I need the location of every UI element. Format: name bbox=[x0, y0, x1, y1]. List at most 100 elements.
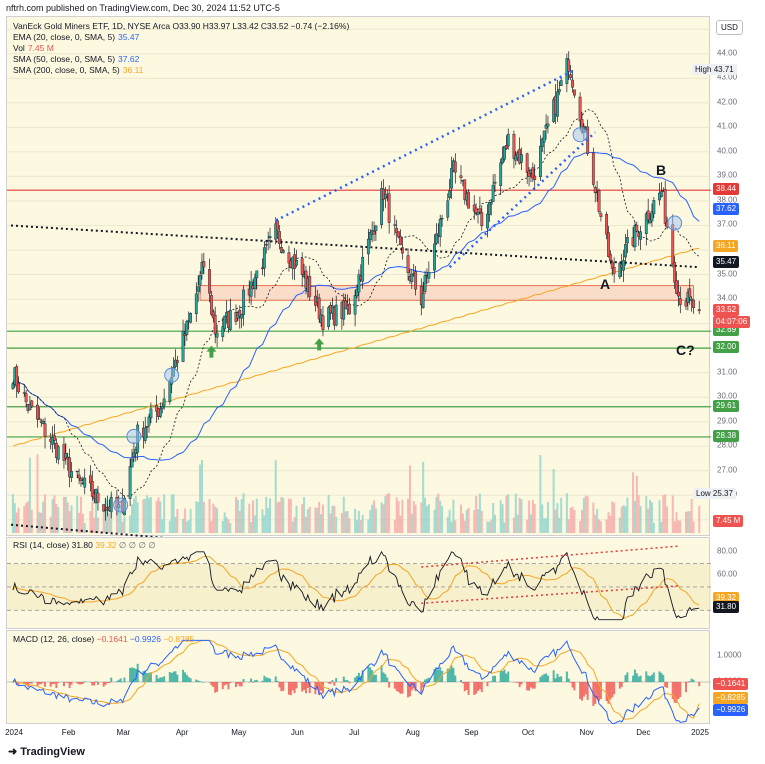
price-pane[interactable]: VanEck Gold Miners ETF, 1D, NYSE Arca O3… bbox=[6, 16, 711, 537]
macd-histogram-bar bbox=[261, 680, 264, 682]
macd-histogram-bar bbox=[420, 682, 423, 694]
volume-bar bbox=[197, 501, 200, 533]
volume-bar bbox=[304, 516, 307, 533]
time-tick-label: Jul bbox=[348, 728, 360, 737]
candle-body bbox=[397, 231, 400, 238]
volume-bar bbox=[427, 504, 430, 533]
rsi-pane[interactable]: RSI (14, close) 31.80 39.32 ∅ ∅ ∅ ∅ bbox=[6, 537, 711, 629]
volume-bar bbox=[518, 497, 521, 533]
macd-histogram-bar bbox=[183, 672, 186, 682]
rsi-trendline-lower bbox=[421, 585, 681, 605]
candle-body bbox=[650, 211, 654, 222]
volume-bar bbox=[658, 500, 661, 533]
macd-histogram-bar bbox=[367, 666, 370, 682]
macd-histogram-bar bbox=[168, 671, 171, 682]
macd-histogram-bar bbox=[412, 682, 415, 689]
macd-histogram-bar bbox=[163, 676, 166, 682]
volume-bar bbox=[195, 501, 198, 533]
volume-bar bbox=[23, 505, 26, 533]
macd-histogram-bar bbox=[380, 665, 383, 682]
time-tick-label: Oct bbox=[521, 728, 535, 737]
volume-bar bbox=[172, 494, 175, 533]
macd-histogram-bar bbox=[227, 682, 230, 690]
macd-histogram-bar bbox=[560, 676, 563, 682]
macd-histogram-bar bbox=[250, 678, 253, 682]
long-trendline bbox=[10, 224, 700, 269]
macd-axis[interactable]: 1.00000.0000−0.1641−0.8285−0.9926 bbox=[711, 630, 765, 724]
candle-body bbox=[198, 275, 202, 286]
lower-channel-line bbox=[448, 131, 597, 269]
resistance-zone-box bbox=[199, 285, 695, 301]
price-tick-label: 29.00 bbox=[717, 416, 738, 426]
macd-histogram-bar bbox=[136, 663, 139, 682]
volume-bar bbox=[240, 499, 243, 533]
tradingview-logo[interactable]: ➜ TradingView bbox=[8, 745, 85, 758]
volume-bar bbox=[131, 504, 134, 533]
highlight-circle bbox=[113, 497, 129, 513]
candle-body bbox=[487, 201, 491, 215]
rsi-axis[interactable]: 80.00 60.00 39.32 31.80 bbox=[711, 537, 765, 629]
ema-value: 35.47 bbox=[118, 32, 140, 42]
macd-histogram-bar bbox=[505, 673, 508, 682]
macd-histogram-bar bbox=[386, 677, 389, 682]
volume-bar bbox=[223, 512, 226, 533]
volume-bar bbox=[342, 496, 345, 533]
volume-bar bbox=[569, 507, 572, 533]
candle-body bbox=[53, 435, 56, 441]
volume-bar bbox=[62, 496, 65, 533]
candle-body bbox=[486, 213, 489, 229]
volume-bar bbox=[433, 509, 436, 533]
macd-histogram-bar bbox=[490, 681, 493, 682]
volume-bar bbox=[598, 519, 601, 533]
volume-bar bbox=[57, 506, 60, 533]
price-axis[interactable]: 45.0044.0043.0042.0041.0040.0039.0038.00… bbox=[711, 16, 765, 536]
volume-bar bbox=[253, 515, 256, 533]
macd-histogram-bar bbox=[516, 682, 519, 683]
candle-body bbox=[223, 315, 227, 330]
macd-histogram-bar bbox=[488, 681, 491, 683]
macd-histogram-bar bbox=[197, 680, 200, 682]
macd-histogram-bar bbox=[348, 682, 351, 684]
macd-histogram-bar bbox=[671, 682, 674, 700]
macd-histogram-bar bbox=[318, 682, 321, 695]
macd-histogram-bar bbox=[189, 678, 192, 682]
macd-histogram-bar bbox=[454, 675, 457, 682]
macd-histogram-bar bbox=[282, 682, 285, 691]
volume-bar bbox=[278, 501, 281, 533]
currency-button[interactable]: USD bbox=[716, 20, 743, 35]
volume-bar bbox=[70, 505, 73, 533]
volume-bar bbox=[408, 465, 411, 533]
macd-histogram-bar bbox=[607, 682, 610, 704]
volume-bar bbox=[15, 512, 18, 533]
macd-histogram-bar bbox=[514, 682, 517, 683]
candle-body bbox=[406, 255, 410, 273]
macd-histogram-bar bbox=[327, 682, 330, 684]
volume-tag: 7.45 M bbox=[713, 515, 744, 527]
candle-body bbox=[90, 481, 94, 497]
candle-body bbox=[62, 444, 66, 461]
macd-histogram-bar bbox=[89, 682, 92, 683]
volume-bar bbox=[44, 494, 47, 533]
volume-bar bbox=[539, 455, 542, 533]
volume-bar bbox=[132, 498, 135, 533]
candle-body bbox=[433, 243, 436, 271]
volume-bar bbox=[142, 499, 145, 533]
macd-histogram-bar bbox=[42, 682, 45, 683]
sma50-value: 37.62 bbox=[118, 54, 140, 64]
macd-histogram-bar bbox=[613, 682, 616, 695]
candle-body bbox=[414, 271, 418, 290]
candle-body bbox=[162, 398, 166, 406]
volume-bar bbox=[234, 496, 237, 533]
candle-body bbox=[675, 280, 678, 294]
time-axis[interactable]: 2024 Feb Mar Apr May Jun Jul Aug Sep Oct Nov Dec 202… bbox=[5, 724, 710, 740]
volume-bar bbox=[652, 522, 655, 533]
candle-body bbox=[264, 244, 268, 246]
macd-pane[interactable]: MACD (12, 26, close) −0.1641 −0.9926 −0.… bbox=[6, 630, 711, 725]
macd-histogram-bar bbox=[68, 682, 71, 688]
macd-histogram-bar bbox=[666, 682, 669, 688]
macd-histogram-bar bbox=[467, 682, 470, 695]
candle-body bbox=[624, 244, 627, 258]
macd-signal-value: −0.8285 bbox=[163, 634, 195, 644]
volume-bar bbox=[182, 518, 185, 533]
candle-body bbox=[646, 210, 650, 221]
